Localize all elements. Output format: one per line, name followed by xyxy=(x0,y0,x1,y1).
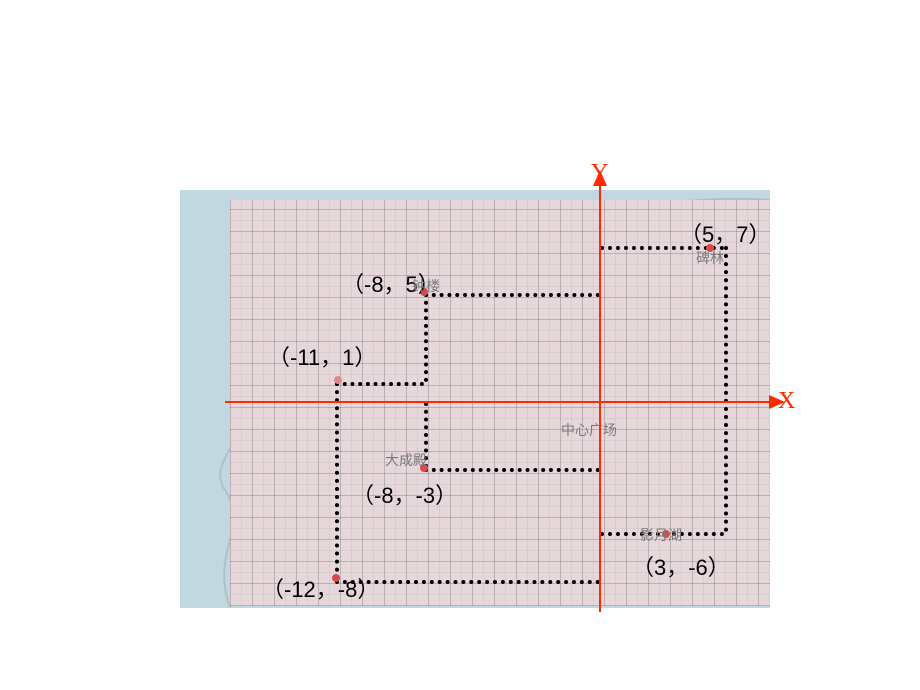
dashed-segment xyxy=(724,246,728,532)
y-axis xyxy=(599,182,601,612)
p-m11-1-label: （-11，1） xyxy=(268,340,376,372)
map-label: 钟楼 xyxy=(412,276,440,296)
diagram-stage: X Y （5，7）（-8，5）（-11，1）（-8，-3）（3，-6）（-12，… xyxy=(0,0,920,690)
dashed-segment xyxy=(335,382,424,386)
p-m8-m3-label: （-8，-3） xyxy=(352,478,457,510)
dashed-segment xyxy=(424,293,428,382)
map-label: 中心广场 xyxy=(561,420,617,440)
x-axis-label: X xyxy=(778,388,795,415)
p-m12-m8-label: （-12，-8） xyxy=(262,572,379,604)
x-axis xyxy=(225,401,773,403)
p-m11-1-dot xyxy=(334,376,342,384)
dashed-segment xyxy=(424,293,600,297)
y-axis-label: Y xyxy=(591,160,608,187)
p-3-m6-label: （3，-6） xyxy=(632,550,730,582)
dashed-segment xyxy=(424,468,600,472)
map-label: 大成殿 xyxy=(385,450,427,470)
map-label: 影月湖 xyxy=(640,525,682,545)
p-5-7-label: （5，7） xyxy=(680,217,770,249)
dashed-segment xyxy=(335,382,339,580)
map-label: 碑林 xyxy=(696,248,724,268)
map-land-grid xyxy=(230,200,770,606)
